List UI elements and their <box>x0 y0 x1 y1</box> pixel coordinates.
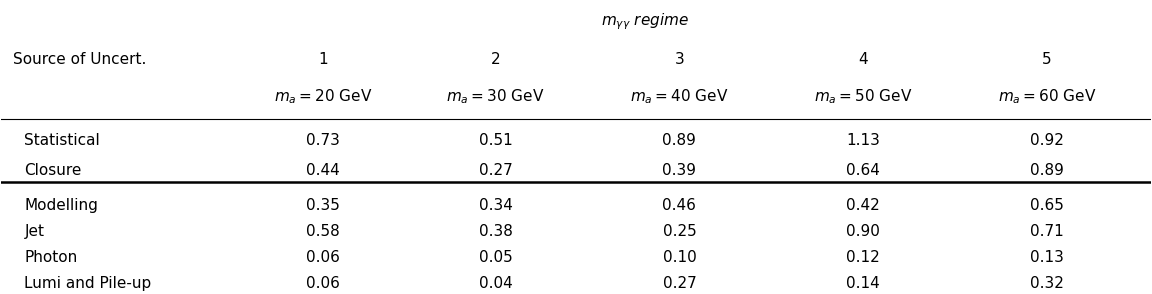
Text: 0.39: 0.39 <box>662 163 697 178</box>
Text: $m_a = 30$ GeV: $m_a = 30$ GeV <box>446 88 545 106</box>
Text: $m_a = 20$ GeV: $m_a = 20$ GeV <box>274 88 372 106</box>
Text: 0.35: 0.35 <box>306 198 340 213</box>
Text: Modelling: Modelling <box>24 198 98 213</box>
Text: 0.12: 0.12 <box>847 250 880 265</box>
Text: 0.71: 0.71 <box>1030 224 1064 239</box>
Text: 0.51: 0.51 <box>479 133 513 148</box>
Text: 1.13: 1.13 <box>847 133 880 148</box>
Text: 1: 1 <box>318 52 328 67</box>
Text: 0.65: 0.65 <box>1030 198 1064 213</box>
Text: Closure: Closure <box>24 163 82 178</box>
Text: 0.05: 0.05 <box>479 250 513 265</box>
Text: 0.46: 0.46 <box>662 198 696 213</box>
Text: 0.92: 0.92 <box>1030 133 1064 148</box>
Text: 0.34: 0.34 <box>478 198 513 213</box>
Text: Photon: Photon <box>24 250 77 265</box>
Text: 0.73: 0.73 <box>306 133 340 148</box>
Text: $m_a = 60$ GeV: $m_a = 60$ GeV <box>998 88 1097 106</box>
Text: 0.90: 0.90 <box>847 224 880 239</box>
Text: 0.13: 0.13 <box>1030 250 1064 265</box>
Text: 3: 3 <box>675 52 684 67</box>
Text: 0.25: 0.25 <box>662 224 696 239</box>
Text: 0.58: 0.58 <box>306 224 340 239</box>
Text: 0.14: 0.14 <box>847 276 880 291</box>
Text: Lumi and Pile-up: Lumi and Pile-up <box>24 276 152 291</box>
Text: 0.44: 0.44 <box>306 163 340 178</box>
Text: 0.38: 0.38 <box>478 224 513 239</box>
Text: $m_a = 50$ GeV: $m_a = 50$ GeV <box>814 88 912 106</box>
Text: 0.04: 0.04 <box>479 276 513 291</box>
Text: 0.89: 0.89 <box>1030 163 1064 178</box>
Text: 4: 4 <box>858 52 869 67</box>
Text: $m_{\gamma\gamma}$ regime: $m_{\gamma\gamma}$ regime <box>601 11 689 32</box>
Text: 2: 2 <box>491 52 500 67</box>
Text: 0.32: 0.32 <box>1030 276 1064 291</box>
Text: 5: 5 <box>1043 52 1052 67</box>
Text: Statistical: Statistical <box>24 133 100 148</box>
Text: Jet: Jet <box>24 224 45 239</box>
Text: 0.06: 0.06 <box>306 250 340 265</box>
Text: 0.06: 0.06 <box>306 276 340 291</box>
Text: 0.27: 0.27 <box>662 276 696 291</box>
Text: 0.42: 0.42 <box>847 198 880 213</box>
Text: 0.89: 0.89 <box>662 133 696 148</box>
Text: 0.10: 0.10 <box>662 250 696 265</box>
Text: 0.64: 0.64 <box>847 163 880 178</box>
Text: 0.27: 0.27 <box>479 163 513 178</box>
Text: $m_a = 40$ GeV: $m_a = 40$ GeV <box>630 88 728 106</box>
Text: Source of Uncert.: Source of Uncert. <box>13 52 146 67</box>
